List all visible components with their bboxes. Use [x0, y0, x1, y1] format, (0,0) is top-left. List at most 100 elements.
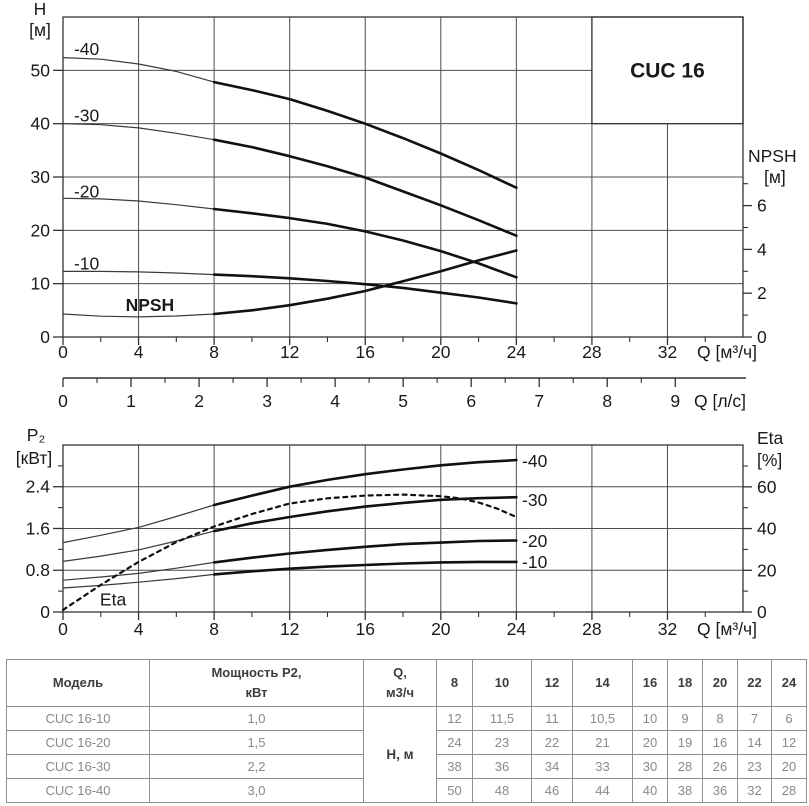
- head-value-cell: 8: [702, 706, 738, 731]
- svg-text:2: 2: [757, 283, 767, 303]
- svg-text:1.6: 1.6: [26, 518, 50, 538]
- svg-text:28: 28: [582, 342, 601, 362]
- svg-text:0: 0: [58, 342, 68, 362]
- svg-text:4: 4: [134, 619, 144, 639]
- svg-text:24: 24: [507, 619, 527, 639]
- head-value-cell: 26: [702, 754, 738, 779]
- col-header-flow-20: 20: [702, 659, 738, 707]
- y-axis: 0 10 20 30 40 50 H[м]: [29, 0, 63, 347]
- x-axis: 0 4 8 12 16 20 24 28 32 Q [м³/ч]: [58, 337, 757, 362]
- head-value-cell: 30: [632, 754, 668, 779]
- svg-text:32: 32: [658, 342, 677, 362]
- svg-text:8: 8: [209, 619, 219, 639]
- head-value-cell: 24: [436, 730, 473, 755]
- head-value-cell: 36: [472, 754, 532, 779]
- power-eta-chart: 0 4 8 12 16 20 24 28 32 Q [м³/ч]00.81.62.4P₂[кВт]…: [16, 425, 784, 639]
- svg-text:30: 30: [31, 167, 51, 187]
- svg-text:4: 4: [330, 391, 340, 411]
- table-row-cuc-16-40: CUC 16-40 3,0 50 48 46 44 40 38 36 32 28: [6, 778, 807, 803]
- svg-text:20: 20: [431, 342, 451, 362]
- chart-title: CUC 16: [630, 59, 705, 82]
- head-value-cell: 9: [667, 706, 703, 731]
- head-value-cell: 28: [771, 778, 807, 803]
- head-npsh-chart: CUC 160 4 8 12 16 20 24 28 32 Q [м³/ч]01020304050…: [29, 0, 797, 411]
- col-header-flow-16: 16: [632, 659, 668, 707]
- svg-text:5: 5: [398, 391, 408, 411]
- curve-npsh: [62, 249, 518, 318]
- svg-text:6: 6: [466, 391, 476, 411]
- head-value-cell: 48: [472, 778, 532, 803]
- curve-label--30: -30: [522, 490, 548, 510]
- svg-text:0: 0: [40, 327, 50, 347]
- svg-text:40: 40: [757, 519, 777, 539]
- svg-text:20: 20: [31, 220, 51, 240]
- head-value-cell: 23: [737, 754, 772, 779]
- table-row-cuc-16-20: CUC 16-20 1,5 24 23 22 21 20 19 16 14 12: [6, 730, 807, 755]
- curve-label--30: -30: [74, 106, 100, 126]
- svg-text:2.4: 2.4: [26, 477, 51, 497]
- head-value-cell: 22: [531, 730, 573, 755]
- y2-axis: 0 2 4 6 NPSH[м]: [743, 146, 797, 347]
- col-header-power: Мощность P2, кВт: [149, 659, 364, 707]
- svg-text:60: 60: [757, 477, 777, 497]
- model-cell: CUC 16-20: [6, 730, 150, 755]
- head-value-cell: 23: [472, 730, 532, 755]
- power-cell: 1,5: [149, 730, 364, 755]
- curve-eta: [61, 493, 518, 611]
- svg-text:24: 24: [507, 342, 527, 362]
- svg-text:0: 0: [757, 602, 767, 622]
- svg-text:3: 3: [262, 391, 272, 411]
- y2-axis: 0 20 40 60 Eta[%]: [743, 428, 784, 622]
- svg-text:8: 8: [602, 391, 612, 411]
- col-header-flow-18: 18: [667, 659, 703, 707]
- svg-text:10: 10: [31, 274, 51, 294]
- svg-text:[%]: [%]: [757, 450, 782, 470]
- head-value-cell: 28: [667, 754, 703, 779]
- svg-text:Q [м³/ч]: Q [м³/ч]: [697, 342, 757, 362]
- svg-text:P₂: P₂: [27, 425, 45, 445]
- head-value-cell: 40: [632, 778, 668, 803]
- svg-text:[м]: [м]: [29, 20, 51, 40]
- table-row-cuc-16-30: CUC 16-30 2,2 38 36 34 33 30 28 26 23 20: [6, 754, 807, 779]
- curve-label--40: -40: [522, 451, 548, 471]
- curve--30: [62, 123, 518, 237]
- svg-text:20: 20: [431, 619, 451, 639]
- head-value-cell: 21: [572, 730, 633, 755]
- curve--20: [62, 197, 518, 279]
- head-value-cell: 20: [632, 730, 668, 755]
- model-cell: CUC 16-40: [6, 778, 150, 803]
- head-value-cell: 16: [702, 730, 738, 755]
- curve--10: [62, 270, 518, 305]
- svg-text:0.8: 0.8: [26, 560, 50, 580]
- svg-text:32: 32: [658, 619, 677, 639]
- svg-text:[м]: [м]: [764, 167, 786, 187]
- svg-text:0: 0: [40, 602, 50, 622]
- head-value-cell: 34: [531, 754, 573, 779]
- power-cell: 2,2: [149, 754, 364, 779]
- svg-text:12: 12: [280, 342, 299, 362]
- svg-text:Q [м³/ч]: Q [м³/ч]: [697, 619, 757, 639]
- col-header-flow-24: 24: [771, 659, 807, 707]
- y-axis: 0 0.8 1.6 2.4 P₂ [кВт]: [16, 425, 63, 622]
- head-value-cell: 19: [667, 730, 703, 755]
- head-value-cell: 7: [737, 706, 772, 731]
- head-value-cell: 44: [572, 778, 633, 803]
- head-value-cell: 12: [771, 730, 807, 755]
- curve--40: [62, 57, 518, 189]
- svg-text:2: 2: [194, 391, 204, 411]
- svg-text:4: 4: [757, 239, 767, 259]
- head-value-cell: 33: [572, 754, 633, 779]
- svg-text:8: 8: [209, 342, 219, 362]
- head-value-cell: 50: [436, 778, 473, 803]
- curve-label--10: -10: [74, 253, 100, 273]
- svg-text:9: 9: [670, 391, 680, 411]
- table-row-cuc-16-10: CUC 16-10 1,0 Н, м 12 11,5 11 10,5 10 9 8 7 6: [6, 706, 807, 803]
- svg-text:7: 7: [534, 391, 544, 411]
- curve-label--40: -40: [74, 39, 100, 59]
- col-header-model: Модель: [6, 659, 150, 707]
- head-value-cell: 14: [737, 730, 772, 755]
- svg-text:Eta: Eta: [757, 428, 784, 448]
- head-value-cell: 20: [771, 754, 807, 779]
- head-value-cell: 38: [436, 754, 473, 779]
- svg-text:16: 16: [356, 619, 375, 639]
